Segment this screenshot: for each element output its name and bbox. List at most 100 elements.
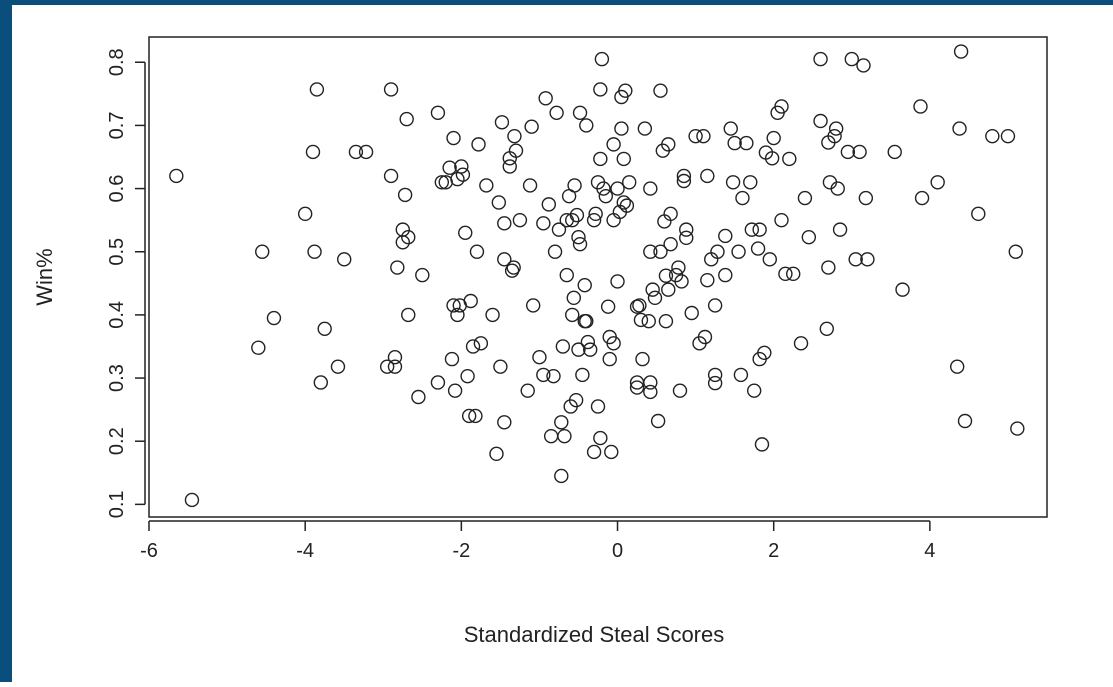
data-point (731, 244, 746, 259)
data-point (672, 383, 688, 398)
data-point (727, 135, 742, 151)
data-point (571, 342, 586, 357)
data-point (653, 244, 668, 259)
y-tick-label: 0.3 (106, 364, 128, 392)
data-point (577, 278, 592, 293)
data-point (856, 58, 871, 73)
data-point (434, 175, 450, 190)
data-point (661, 282, 676, 297)
data-point (828, 121, 844, 136)
left-border (0, 0, 12, 682)
data-point (598, 188, 614, 204)
data-point (489, 446, 504, 462)
data-point (658, 314, 674, 329)
data-point (629, 380, 645, 395)
data-point (778, 266, 793, 282)
data-point (502, 159, 517, 174)
data-point (541, 197, 557, 212)
x-tick-label: 0 (612, 540, 623, 562)
data-point (455, 167, 471, 182)
data-point (658, 268, 674, 283)
data-point (952, 121, 967, 136)
data-point (512, 212, 528, 228)
data-point (645, 282, 660, 297)
data-point (858, 190, 874, 206)
data-point (572, 236, 588, 252)
data-point (700, 168, 715, 184)
data-point (633, 312, 649, 328)
data-point (602, 351, 617, 367)
data-point (579, 314, 594, 329)
data-point (743, 175, 758, 190)
data-point (697, 329, 713, 345)
data-point (520, 383, 535, 398)
data-point (444, 351, 460, 367)
data-point (757, 345, 772, 360)
data-point (643, 384, 658, 400)
data-point (491, 195, 507, 210)
data-point (707, 367, 723, 383)
data-point (266, 310, 282, 326)
data-point (387, 359, 403, 374)
y-tick-label: 0.1 (106, 490, 128, 518)
data-point (313, 375, 328, 390)
data-point (447, 383, 463, 398)
data-point (797, 190, 813, 206)
data-point (622, 175, 637, 190)
data-point (653, 83, 668, 98)
data-point (575, 367, 590, 383)
data-point (930, 175, 945, 190)
data-point (764, 151, 780, 166)
data-point (663, 206, 678, 222)
data-point (604, 444, 619, 460)
data-point (647, 290, 663, 306)
data-point (606, 212, 621, 228)
data-points (169, 44, 1025, 508)
data-point (674, 274, 689, 289)
data-point (169, 168, 184, 184)
data-point (676, 173, 692, 189)
data-point (696, 128, 711, 144)
data-point (468, 408, 483, 424)
data-point (723, 121, 738, 136)
data-point (566, 290, 581, 306)
data-point (506, 260, 521, 275)
data-point (637, 121, 653, 136)
data-point (762, 252, 777, 267)
data-point (606, 336, 621, 351)
x-tick-label: 4 (924, 540, 935, 562)
data-point (454, 159, 469, 174)
y-tick-label: 0.4 (106, 301, 128, 329)
data-point (679, 222, 694, 237)
data-point (522, 178, 538, 193)
data-point (305, 144, 321, 160)
data-point (446, 130, 461, 146)
data-point (571, 230, 586, 245)
data-point (337, 252, 352, 267)
data-point (390, 260, 405, 275)
data-point (565, 307, 580, 323)
data-point (551, 222, 567, 237)
data-point (752, 222, 767, 237)
data-point (395, 235, 410, 250)
plot-box (148, 36, 1048, 518)
data-point (569, 207, 585, 223)
data-point (786, 266, 801, 282)
data-point (442, 160, 457, 175)
data-point (643, 244, 658, 259)
data-point (610, 274, 625, 289)
data-point (471, 137, 486, 152)
data-point (707, 298, 723, 313)
data-point (629, 299, 645, 314)
data-point (411, 389, 426, 405)
data-point (610, 181, 625, 196)
data-point (588, 206, 603, 222)
data-point (782, 151, 797, 167)
data-point (895, 282, 910, 297)
data-point (430, 105, 446, 120)
data-point (580, 334, 596, 350)
data-point (953, 44, 969, 59)
data-point (536, 367, 551, 383)
data-point (297, 206, 313, 222)
